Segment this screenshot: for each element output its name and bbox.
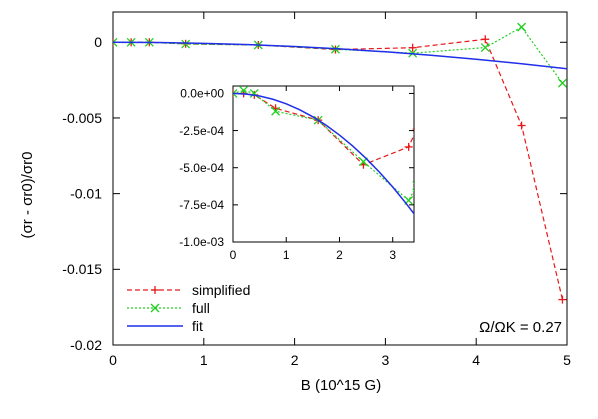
legend-label: simplified	[192, 282, 250, 298]
omega-annotation: Ω/ΩK = 0.27	[479, 319, 562, 336]
legend-item-simplified: simplified	[127, 282, 250, 298]
inset-x-tick-label: 2	[336, 248, 343, 262]
inset-x-tick-label: 0	[230, 248, 237, 262]
inset-x-tick-label: 1	[283, 248, 290, 262]
inset-frame	[232, 85, 415, 243]
inset-x-tick-label: 3	[389, 248, 396, 262]
inset-y-tick-label: -2.5e-04	[179, 124, 224, 138]
inset-plot-area	[233, 86, 414, 215]
inset-background	[233, 86, 414, 242]
legend: simplified full fit	[127, 282, 250, 334]
inset-series	[233, 86, 414, 215]
inset-full-point	[412, 181, 414, 191]
main-full-point	[480, 43, 490, 53]
main-plot-area	[113, 22, 567, 304]
main-series-fit	[113, 41, 567, 70]
main-series	[113, 22, 567, 304]
main-simplified-point	[481, 35, 490, 44]
main-y-tick-label: 0	[94, 34, 102, 50]
legend-item-fit: fit	[127, 318, 203, 334]
main-frame	[112, 11, 568, 346]
main-y-tick-label: -0.005	[62, 110, 102, 126]
legend-item-full: full	[127, 300, 210, 316]
main-simplified-point	[517, 121, 526, 130]
y-axis-label: (σr - σr0)/σr0	[19, 152, 36, 239]
inset-full-point	[233, 88, 238, 98]
main-x-tick-label: 5	[563, 352, 571, 368]
inset-series-full	[233, 89, 414, 202]
main-axes: 0 1 2 3 4 5 0 -0.005 -0.01 -0.015 -0.02	[62, 11, 571, 368]
main-simplified-point	[558, 295, 567, 304]
main-y-tick-label: -0.02	[70, 337, 102, 353]
legend-label: fit	[192, 318, 203, 334]
main-x-tick-label: 3	[382, 352, 390, 368]
main-x-tick-label: 2	[291, 352, 299, 368]
inset-simplified-point	[412, 128, 414, 130]
inset-y-tick-label: 0.0e+00	[180, 87, 224, 101]
main-full-point	[558, 78, 567, 88]
main-full-point	[181, 39, 191, 49]
main-simplified-point	[408, 43, 417, 52]
main-x-tick-label: 1	[200, 352, 208, 368]
main-x-tick-label: 0	[109, 352, 117, 368]
inset-y-tick-label: -5.0e-04	[179, 161, 224, 175]
legend-marker	[151, 286, 159, 294]
main-x-tick-label: 4	[472, 352, 480, 368]
inset-series-fit	[233, 92, 414, 215]
inset-y-tick-label: -1.0e-03	[179, 235, 224, 249]
legend-marker	[150, 303, 160, 313]
x-axis-label: B (10^15 G)	[301, 377, 381, 394]
inset-simplified-point	[404, 142, 413, 151]
inset-y-tick-label: -7.5e-04	[179, 198, 224, 212]
main-series-full	[113, 26, 563, 84]
main-y-tick-label: -0.015	[62, 261, 102, 277]
main-full-point	[113, 37, 118, 47]
main-y-tick-label: -0.01	[70, 186, 102, 202]
inset-full-point	[271, 106, 281, 116]
inset-axes: 0 1 2 3 0.0e+00 -2.5e-04 -5.0e-04 -7.5e-04 -1.0e…	[179, 85, 415, 262]
main-full-point	[517, 22, 527, 32]
legend-label: full	[192, 300, 210, 316]
